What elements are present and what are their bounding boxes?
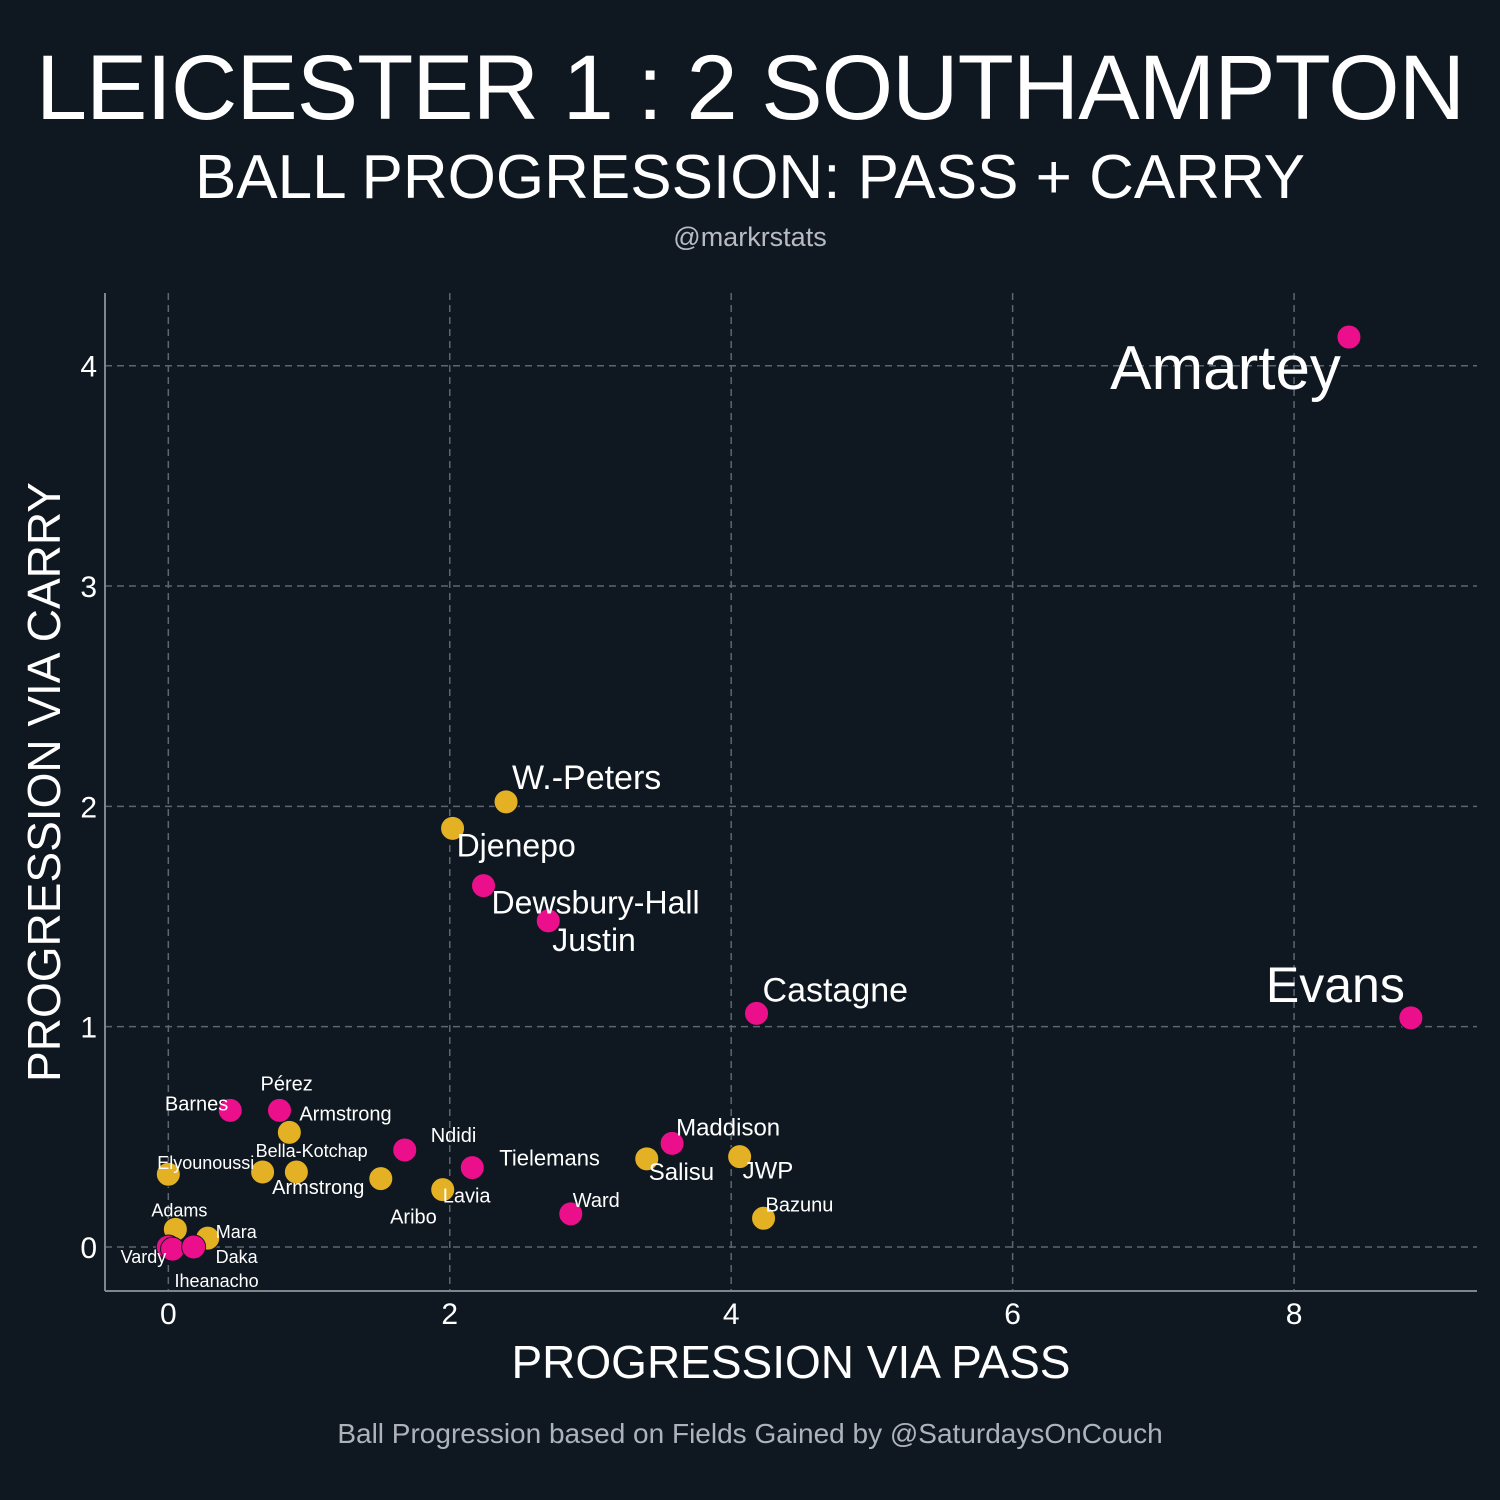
author-handle: @markrstats xyxy=(673,222,827,252)
data-point-leicester xyxy=(535,908,561,934)
data-point-southampton xyxy=(283,1159,309,1185)
data-point-southampton xyxy=(727,1144,753,1170)
y-tick-label: 1 xyxy=(80,1012,97,1045)
point-label: Elyounoussi xyxy=(157,1153,254,1173)
data-point-southampton xyxy=(430,1177,456,1203)
data-point-southampton xyxy=(155,1161,181,1187)
point-label: Salisu xyxy=(649,1159,714,1186)
point-label: Barnes xyxy=(165,1093,228,1115)
point-label: Dewsbury-Hall xyxy=(492,885,700,921)
point-label: JWP xyxy=(743,1158,794,1185)
data-point-southampton xyxy=(276,1119,302,1145)
y-tick-label: 0 xyxy=(80,1232,97,1265)
point-label: Djenepo xyxy=(457,827,576,863)
data-point-leicester xyxy=(744,1000,770,1026)
data-point-southampton xyxy=(751,1205,777,1231)
grid-lines xyxy=(105,293,1477,1291)
data-point-leicester xyxy=(1336,324,1362,350)
point-label: Bazunu xyxy=(766,1194,834,1216)
data-points xyxy=(155,324,1424,1262)
x-tick-label: 0 xyxy=(160,1298,177,1331)
data-point-leicester xyxy=(459,1155,485,1181)
point-label: Bella-Kotchap xyxy=(256,1141,368,1161)
y-tick-label: 4 xyxy=(80,351,97,384)
data-point-southampton xyxy=(634,1146,660,1172)
data-point-leicester xyxy=(217,1097,243,1123)
footer-credit: Ball Progression based on Fields Gained … xyxy=(337,1418,1163,1449)
data-point-leicester xyxy=(266,1097,292,1123)
data-point-southampton xyxy=(250,1159,276,1185)
point-label: Maddison xyxy=(676,1114,780,1141)
data-point-leicester xyxy=(558,1201,584,1227)
chart-title: LEICESTER 1 : 2 SOUTHAMPTON xyxy=(35,37,1465,139)
x-tick-label: 2 xyxy=(441,1298,458,1331)
data-point-leicester xyxy=(181,1234,207,1260)
tick-labels: 0 2 4 6 8 0 1 2 3 4 xyxy=(80,351,1302,1331)
x-tick-label: 6 xyxy=(1004,1298,1021,1331)
data-point-southampton xyxy=(368,1166,394,1192)
data-point-southampton xyxy=(493,789,519,815)
point-label: Amartey xyxy=(1110,334,1341,403)
point-label: Armstrong xyxy=(272,1177,364,1199)
point-label: Daka xyxy=(216,1247,259,1267)
data-point-leicester xyxy=(1398,1005,1424,1031)
point-label: Armstrong xyxy=(299,1103,391,1125)
point-label: Pérez xyxy=(260,1073,312,1095)
chart-subtitle: BALL PROGRESSION: PASS + CARRY xyxy=(194,143,1306,212)
axes xyxy=(104,293,1477,1292)
data-point-leicester xyxy=(471,873,497,899)
y-tick-label: 2 xyxy=(80,791,97,824)
data-point-leicester xyxy=(659,1130,685,1156)
data-point-southampton xyxy=(440,815,466,841)
point-label: Ndidi xyxy=(431,1125,477,1147)
point-label: Aribo xyxy=(390,1207,437,1229)
point-label: Mara xyxy=(216,1222,258,1242)
point-label: Vardy xyxy=(121,1247,167,1267)
data-point-leicester xyxy=(392,1137,418,1163)
point-label: W.-Peters xyxy=(512,759,661,797)
point-label: Iheanacho xyxy=(175,1271,259,1291)
point-label: Castagne xyxy=(763,971,909,1009)
point-label: Ward xyxy=(573,1190,620,1212)
point-label: Justin xyxy=(552,922,636,958)
x-axis-label: PROGRESSION VIA PASS xyxy=(512,1336,1071,1388)
x-tick-label: 8 xyxy=(1286,1298,1303,1331)
point-label: Evans xyxy=(1266,957,1405,1013)
point-label: Adams xyxy=(151,1200,207,1220)
point-label: Lavia xyxy=(443,1186,492,1208)
x-tick-label: 4 xyxy=(723,1298,740,1331)
point-label: Tielemans xyxy=(499,1146,600,1171)
y-tick-label: 3 xyxy=(80,571,97,604)
y-axis-label: PROGRESSION VIA CARRY xyxy=(18,482,70,1082)
